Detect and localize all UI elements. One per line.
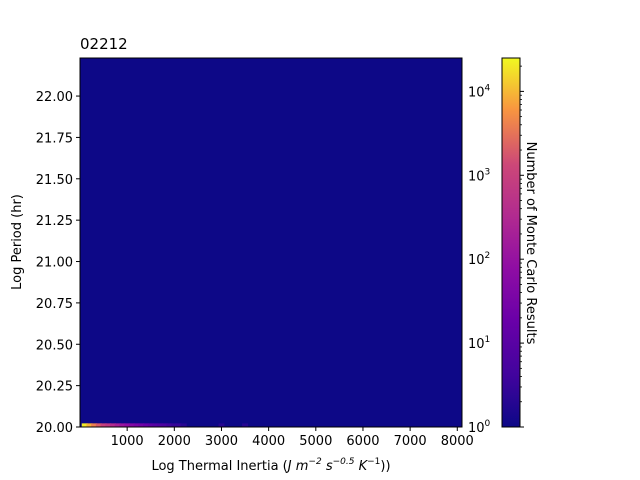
heatmap-cell	[81, 423, 88, 428]
heatmap-cell	[133, 423, 140, 428]
x-tick-label: 8000	[441, 434, 474, 449]
x-tick-label: 5000	[299, 434, 332, 449]
heatmap-cell	[147, 423, 154, 428]
heatmap-cell	[110, 423, 117, 428]
heatmap-cell	[100, 423, 107, 428]
y-tick-label: 22.00	[36, 90, 73, 105]
y-tick-label: 21.00	[36, 256, 73, 271]
y-tick-label: 21.25	[36, 214, 73, 229]
heatmap-cell	[166, 423, 173, 428]
y-axis: 20.00 20.25 20.50 20.75 21.00 21.25 21.50 21.75…	[36, 90, 80, 436]
colorbar-tick-label: 100	[468, 419, 491, 436]
heatmap-cells	[81, 423, 249, 428]
y-tick-label: 21.75	[36, 131, 73, 146]
heatmap-cell	[152, 423, 159, 428]
y-tick-label: 21.50	[36, 173, 73, 188]
heatmap-cell	[128, 423, 135, 428]
colorbar-label: Number of Monte Carlo Results	[523, 142, 538, 345]
chart-title: 02212	[80, 35, 128, 53]
heatmap-cell	[119, 423, 126, 428]
y-tick-label: 20.50	[36, 338, 73, 353]
x-axis-label: Log Thermal Inertia (J m−2 s−0.5 K−1))	[151, 457, 390, 474]
y-tick-label: 20.25	[36, 380, 73, 395]
heatmap-cell	[161, 423, 168, 428]
heatmap-cell	[95, 423, 102, 428]
heatmap-cell	[171, 423, 178, 428]
colorbar-tick-label: 102	[468, 251, 490, 268]
x-tick-label: 7000	[394, 434, 427, 449]
heatmap-cell	[218, 423, 225, 428]
heatmap-cell	[91, 423, 98, 428]
plot-frame	[79, 57, 463, 428]
x-tick-label: 1000	[111, 434, 144, 449]
colorbar-tick-label: 103	[468, 167, 490, 184]
x-tick-label: 6000	[346, 434, 379, 449]
heatmap-cell	[157, 423, 164, 428]
x-tick-label: 4000	[252, 434, 285, 449]
x-axis: 1000 2000 3000 4000 5000 6000 7000 8000	[111, 427, 474, 449]
heatmap-cell	[105, 423, 112, 428]
heatmap-cell	[143, 423, 150, 428]
x-tick-label: 2000	[158, 434, 191, 449]
heatmap-cell	[176, 423, 183, 428]
colorbar-axis: 100 101 102 103 104	[468, 65, 524, 436]
colorbar-tick-label: 101	[468, 335, 490, 352]
y-tick-label: 20.75	[36, 297, 73, 312]
heatmap-cell	[138, 423, 145, 428]
y-tick-label: 20.00	[36, 421, 73, 436]
x-tick-label: 3000	[205, 434, 238, 449]
heatmap-cell	[86, 423, 93, 428]
heatmap-cell	[114, 423, 121, 428]
colorbar	[501, 57, 521, 428]
heatmap-cell	[180, 423, 187, 428]
plot-area	[80, 58, 462, 427]
heatmap-cell	[242, 423, 249, 428]
y-axis-label: Log Period (hr)	[10, 194, 25, 290]
colorbar-tick-label: 104	[468, 83, 491, 100]
heatmap-cell	[124, 423, 131, 428]
